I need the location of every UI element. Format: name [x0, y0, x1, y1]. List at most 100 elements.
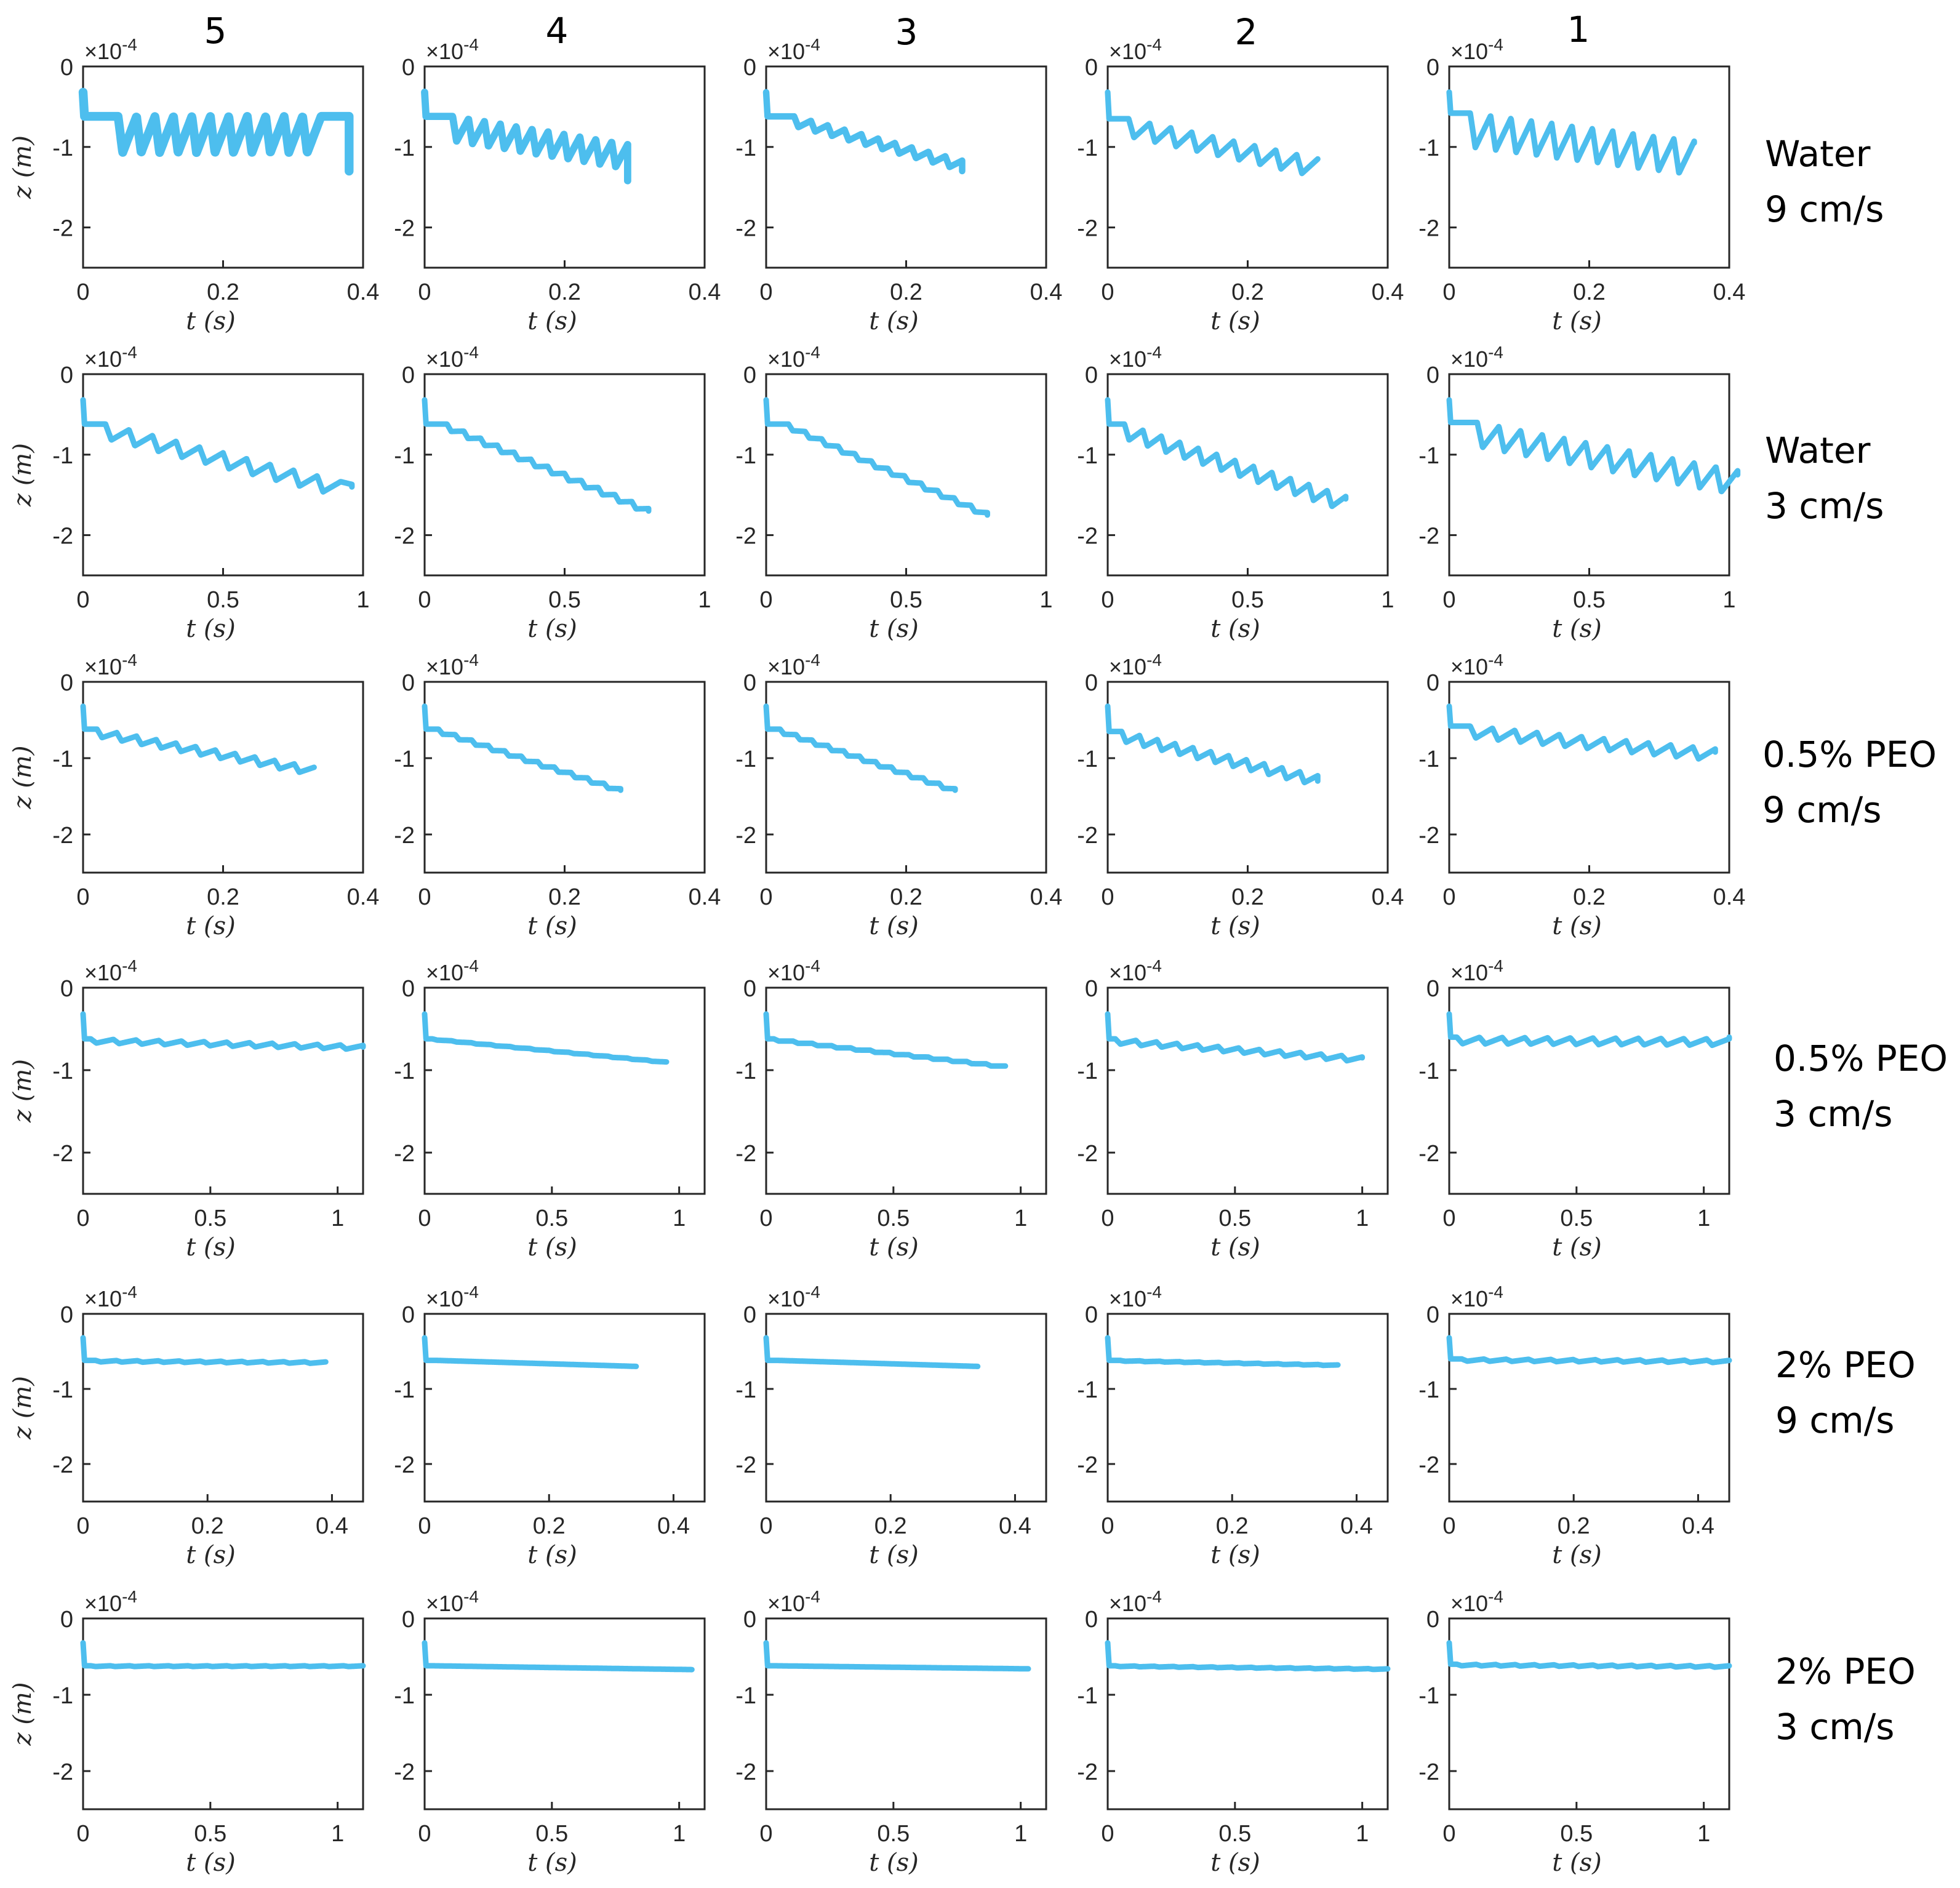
x-tick-label-r2-c1-2: 1	[1722, 587, 1735, 613]
axes-frame-r6-c4	[423, 1617, 706, 1810]
y-tick-label-r6-c4-1: -1	[394, 1683, 415, 1709]
exponent-power-r5-c5: -4	[122, 1282, 137, 1302]
x-tick-label-r6-c4-0: 0	[418, 1821, 431, 1847]
exponent-power-r6-c4: -4	[463, 1587, 479, 1606]
series-line-r1-c5	[78, 87, 354, 176]
subplot-r1-c5: 0-1-20 0.2 0.4×10-4t (s)z (m)	[9, 35, 379, 335]
axes-frame-r4-c5	[82, 986, 364, 1195]
y-tick-label-r6-c4-2: -2	[394, 1759, 415, 1785]
x-axis-label-r3-c2: t (s)	[1210, 912, 1260, 940]
subplot-r3-c3: 0-1-20 0.2 0.4×10-4t (s)	[735, 650, 1062, 940]
series-line-r4-c1	[1446, 1011, 1732, 1049]
exponent-power-r4-c2: -4	[1146, 956, 1162, 975]
x-tick-label-r5-c3-0: 0	[759, 1513, 772, 1539]
y-tick-label-r2-c2-1: -1	[1077, 443, 1098, 469]
axes-frame-r6-c1	[1448, 1617, 1730, 1810]
x-tick-label-r1-c4-2: 0.4	[689, 279, 721, 305]
axes-frame-r1-c4	[423, 65, 706, 269]
x-tick-label-r4-c5-0: 0	[76, 1206, 89, 1231]
row-label-water-3-line2: 3 cm/s	[1765, 485, 1884, 527]
x-axis-label-r1-c1: t (s)	[1552, 307, 1602, 335]
axes-frame-r6-c2	[1106, 1617, 1389, 1810]
x-tick-label-r2-c2-2: 1	[1381, 587, 1394, 613]
x-axis-label-r2-c4: t (s)	[527, 615, 577, 643]
subplot-r4-c5: 0-1-20 0.5 1×10-4t (s)z (m)	[9, 956, 366, 1262]
x-tick-label-r4-c1-2: 1	[1697, 1206, 1710, 1231]
y-tick-label-r4-c5-1: -1	[52, 1058, 73, 1084]
y-tick-label-r1-c2-1: -1	[1077, 135, 1098, 161]
row-labels: Water 9 cm/s Water 3 cm/s 0.5% PEO 9 cm/…	[1762, 133, 1948, 1748]
axes-frame-r5-c5	[82, 1313, 364, 1503]
subplot-r4-c3: 0-1-20 0.5 1×10-4t (s)	[735, 956, 1047, 1262]
exponent-power-r5-c4: -4	[463, 1282, 479, 1302]
axes-frame-r5-c4	[423, 1313, 706, 1503]
series-line-r5-c3	[763, 1335, 981, 1369]
x-axis-label-r4-c5: t (s)	[186, 1233, 236, 1262]
axes-frame-r1-c1	[1448, 65, 1730, 269]
exponent-power-r1-c3: -4	[805, 35, 820, 54]
subplot-r2-c5: 0-1-20 0.5 1×10-4t (s)z (m)	[9, 343, 370, 643]
subplot-r4-c1: 0-1-20 0.5 1×10-4t (s)	[1418, 956, 1732, 1262]
x-tick-label-r3-c4-0: 0	[418, 884, 431, 910]
y-tick-label-r4-c4-0: 0	[402, 976, 415, 1002]
y-tick-label-r2-c1-0: 0	[1426, 362, 1439, 388]
y-tick-label-r6-c1-1: -1	[1418, 1683, 1439, 1709]
column-header-1: 1	[1567, 9, 1590, 50]
x-tick-label-r3-c5-0: 0	[76, 884, 89, 910]
y-axis-label-r1-c5: z (m)	[9, 135, 37, 199]
series-line-r3-c1	[1446, 703, 1718, 762]
series-line-r5-c2	[1105, 1335, 1341, 1369]
x-tick-label-r3-c2-1: 0.2	[1231, 884, 1264, 910]
series-line-r3-c3	[763, 703, 958, 793]
x-tick-label-r1-c2-0: 0	[1101, 279, 1114, 305]
series-line-r5-c1	[1446, 1335, 1732, 1366]
x-axis-label-r1-c2: t (s)	[1210, 307, 1260, 335]
axes-frame-r4-c3	[765, 986, 1047, 1195]
y-tick-label-r4-c2-2: -2	[1077, 1141, 1098, 1167]
y-axis-label-r6-c5: z (m)	[9, 1682, 37, 1746]
series-line-r4-c5	[80, 1011, 366, 1052]
x-tick-label-r5-c1-0: 0	[1442, 1513, 1455, 1539]
x-tick-label-r4-c5-2: 1	[331, 1206, 344, 1231]
column-header-5: 5	[204, 10, 227, 52]
row-label-peo2-9-line1: 2% PEO	[1775, 1344, 1916, 1386]
y-tick-label-r1-c1-2: -2	[1418, 216, 1439, 242]
axes-frame-r5-c2	[1106, 1313, 1389, 1503]
x-tick-label-r1-c3-2: 0.4	[1030, 279, 1063, 305]
series-line-r4-c2	[1105, 1011, 1366, 1064]
exponent-power-r4-c3: -4	[805, 956, 820, 975]
y-tick-label-r3-c5-1: -1	[52, 746, 73, 772]
x-tick-label-r6-c2-1: 0.5	[1218, 1821, 1251, 1847]
series-line-r1-c2	[1105, 89, 1321, 177]
series-line-r2-c5	[80, 397, 355, 495]
series-line-r1-c4	[421, 89, 631, 185]
y-tick-label-r3-c3-2: -2	[735, 823, 756, 849]
y-tick-label-r6-c2-2: -2	[1077, 1759, 1098, 1785]
x-tick-label-r1-c1-1: 0.2	[1573, 279, 1606, 305]
y-tick-label-r5-c4-1: -1	[394, 1377, 415, 1403]
x-tick-label-r2-c3-1: 0.5	[890, 587, 922, 613]
axes-frame-r1-c5	[82, 65, 364, 269]
axes-frame-r6-c5	[82, 1617, 364, 1810]
x-tick-label-r1-c1-0: 0	[1442, 279, 1455, 305]
subplot-r2-c4: 0-1-20 0.5 1×10-4t (s)	[394, 343, 711, 643]
y-tick-label-r3-c4-2: -2	[394, 823, 415, 849]
y-tick-label-r1-c3-0: 0	[743, 55, 756, 81]
y-tick-label-r5-c1-0: 0	[1426, 1302, 1439, 1328]
x-tick-label-r2-c1-0: 0	[1442, 587, 1455, 613]
x-tick-label-r1-c3-0: 0	[759, 279, 772, 305]
y-tick-label-r3-c2-2: -2	[1077, 823, 1098, 849]
x-tick-label-r4-c5-1: 0.5	[194, 1206, 226, 1231]
column-header-3: 3	[895, 11, 918, 53]
y-axis-label-r2-c5: z (m)	[9, 443, 37, 507]
exponent-power-r6-c2: -4	[1146, 1587, 1162, 1606]
axes-frame-r2-c5	[82, 373, 364, 577]
x-tick-label-r6-c3-1: 0.5	[877, 1821, 910, 1847]
subplot-r1-c1: 0-1-20 0.2 0.4×10-4t (s)	[1418, 35, 1745, 335]
x-tick-label-r5-c2-0: 0	[1101, 1513, 1114, 1539]
series-line-r3-c4	[422, 703, 623, 793]
x-tick-label-r5-c1-1: 0.2	[1558, 1513, 1590, 1539]
y-tick-label-r4-c1-2: -2	[1418, 1141, 1439, 1167]
subplot-r1-c2: 0-1-20 0.2 0.4×10-4t (s)	[1077, 35, 1404, 335]
